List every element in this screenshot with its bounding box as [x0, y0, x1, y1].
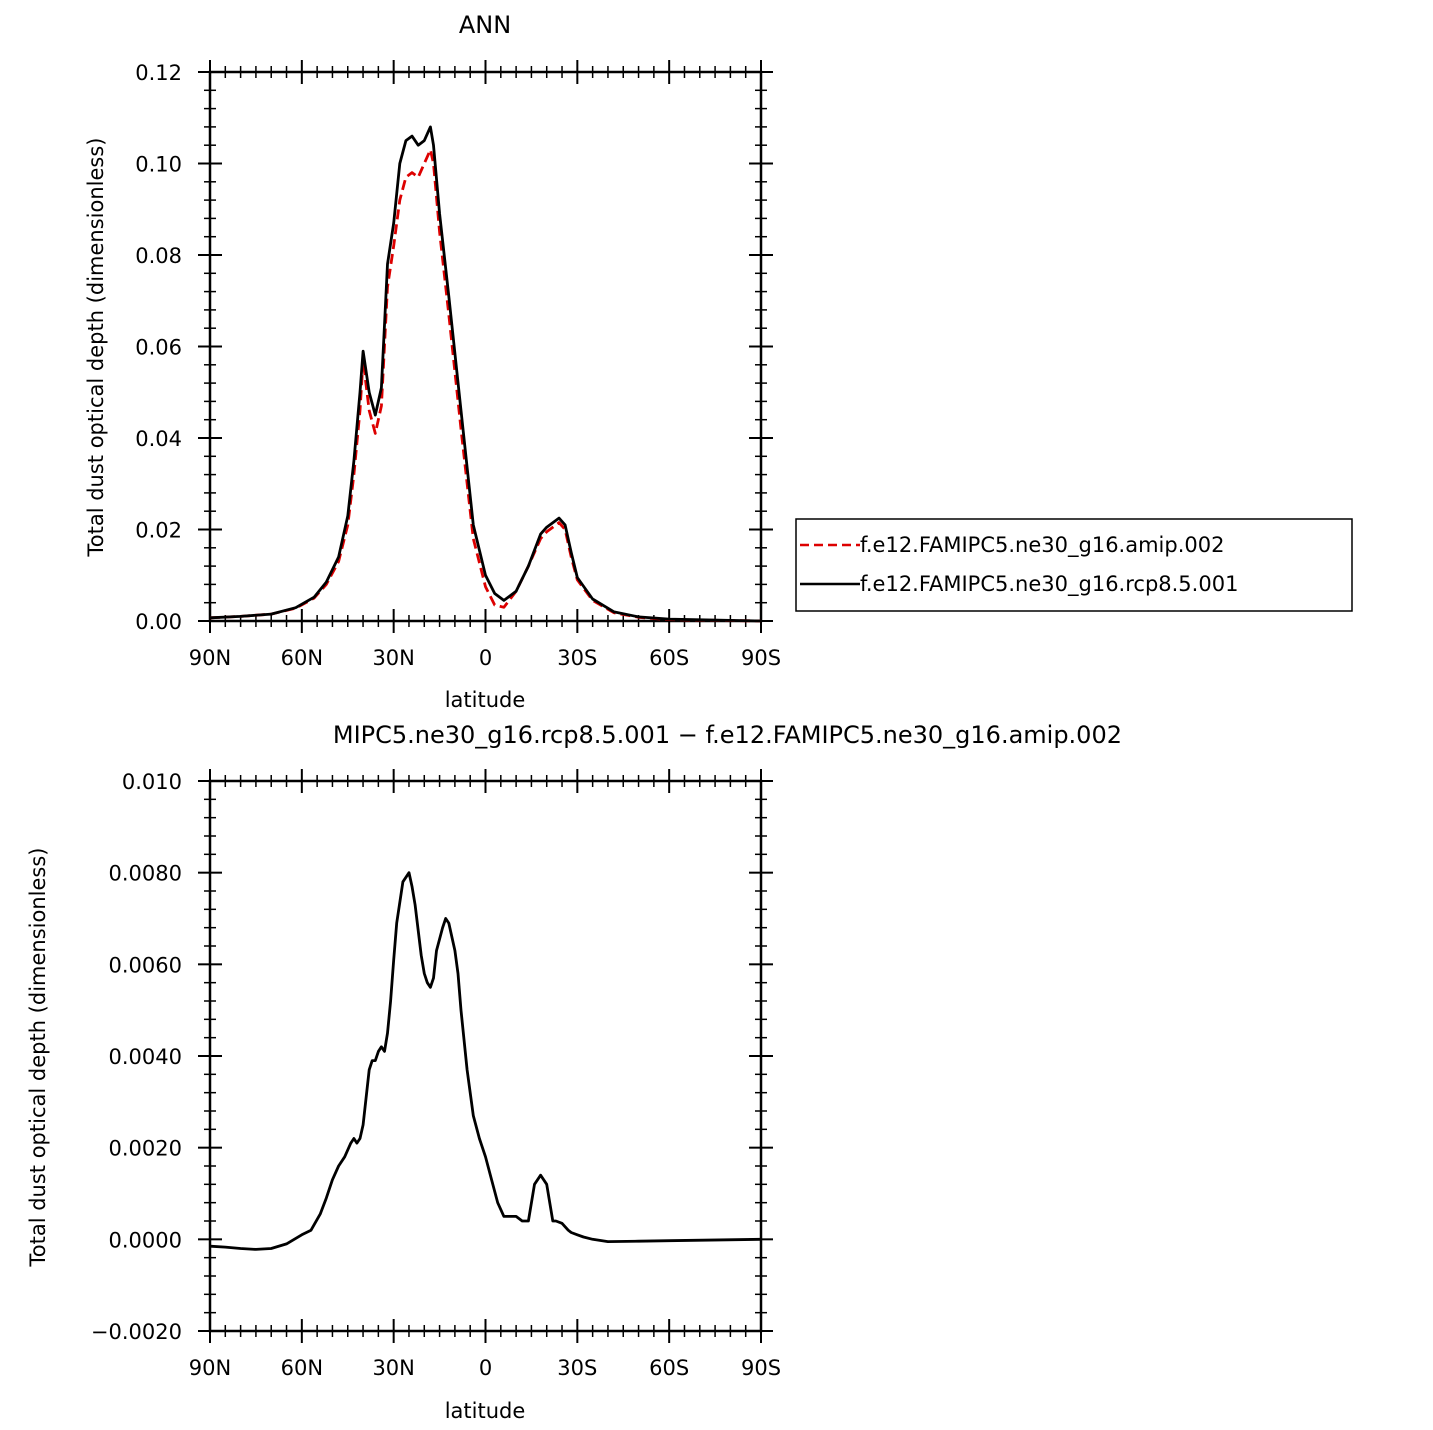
y-tick-label: −0.0020 — [91, 1320, 182, 1344]
y-tick-label: 0.06 — [135, 336, 182, 360]
top-chart-plot-frame — [208, 70, 763, 623]
series-line-f-e12-famipc5-ne30-g16-rcp8-5-001 — [209, 125, 762, 623]
bottom-chart-plot-frame — [208, 779, 763, 1333]
top-chart-legend: f.e12.FAMIPC5.ne30_g16.amip.002 f.e12.FA… — [795, 518, 1353, 612]
y-tick-label: 0.0000 — [109, 1228, 182, 1252]
bottom-chart-x-tick-labels: 90N 60N 30N 0 30S 60S 90S — [189, 1356, 781, 1380]
x-tick-label: 90S — [741, 1356, 781, 1380]
legend-label-amip: f.e12.FAMIPC5.ne30_g16.amip.002 — [860, 533, 1224, 558]
x-tick-label: 30S — [557, 1356, 597, 1380]
x-tick-label: 30N — [372, 646, 414, 670]
x-tick-label: 60N — [281, 1356, 323, 1380]
bottom-chart-x-axis-label: latitude — [445, 1399, 526, 1423]
y-tick-label: 0.0020 — [109, 1137, 182, 1161]
y-tick-label: 0.04 — [135, 427, 182, 451]
x-tick-label: 60N — [281, 646, 323, 670]
legend-box — [795, 518, 1353, 612]
top-chart-x-axis-label: latitude — [445, 688, 526, 712]
bottom-chart-panel: MIPC5.ne30_g16.rcp8.5.001 − f.e12.FAMIPC… — [26, 721, 1122, 1423]
x-tick-label: 30N — [372, 1356, 414, 1380]
bottom-chart-ticks — [198, 769, 773, 1343]
y-tick-label: 0.0080 — [109, 862, 182, 886]
x-tick-label: 0 — [479, 1356, 492, 1380]
y-tick-label: 0.12 — [135, 61, 182, 85]
series-line-f-e12-famipc5-ne30-g16-amip-002 — [209, 148, 762, 623]
y-tick-label: 0.0040 — [109, 1045, 182, 1069]
y-tick-label: 0.00 — [135, 610, 182, 634]
y-tick-label: 0.0060 — [109, 953, 182, 977]
bottom-chart-title: MIPC5.ne30_g16.rcp8.5.001 − f.e12.FAMIPC… — [333, 721, 1122, 749]
bottom-chart-y-axis-label: Total dust optical depth (dimensionless) — [26, 848, 50, 1268]
y-tick-label: 0.08 — [135, 244, 182, 268]
bottom-chart-series — [209, 871, 762, 1251]
x-tick-label: 90N — [189, 646, 231, 670]
x-tick-label: 90N — [189, 1356, 231, 1380]
x-tick-label: 90S — [741, 646, 781, 670]
series-line-difference — [209, 871, 762, 1251]
bottom-chart-y-tick-labels: −0.0020 0.0000 0.0020 0.0040 0.0060 0.0080 0.0… — [91, 770, 182, 1344]
legend-label-rcp: f.e12.FAMIPC5.ne30_g16.rcp8.5.001 — [860, 572, 1238, 597]
top-chart-ticks — [198, 60, 773, 633]
top-chart-series — [209, 125, 762, 623]
x-tick-label: 0 — [479, 646, 492, 670]
x-tick-label: 60S — [649, 646, 689, 670]
top-chart-panel: ANN 90N 60N 30N 0 30S 60S 90S 0.00 0.02 0.04 0.06… — [84, 11, 1353, 712]
y-tick-label: 0.10 — [135, 153, 182, 177]
top-chart-y-axis-label: Total dust optical depth (dimensionless) — [84, 138, 108, 558]
x-tick-label: 30S — [557, 646, 597, 670]
x-tick-label: 60S — [649, 1356, 689, 1380]
y-tick-label: 0.02 — [135, 519, 182, 543]
y-tick-label: 0.010 — [122, 770, 182, 794]
top-chart-y-tick-labels: 0.00 0.02 0.04 0.06 0.08 0.10 0.12 — [135, 61, 182, 634]
top-chart-title: ANN — [459, 11, 511, 39]
top-chart-x-tick-labels: 90N 60N 30N 0 30S 60S 90S — [189, 646, 781, 670]
